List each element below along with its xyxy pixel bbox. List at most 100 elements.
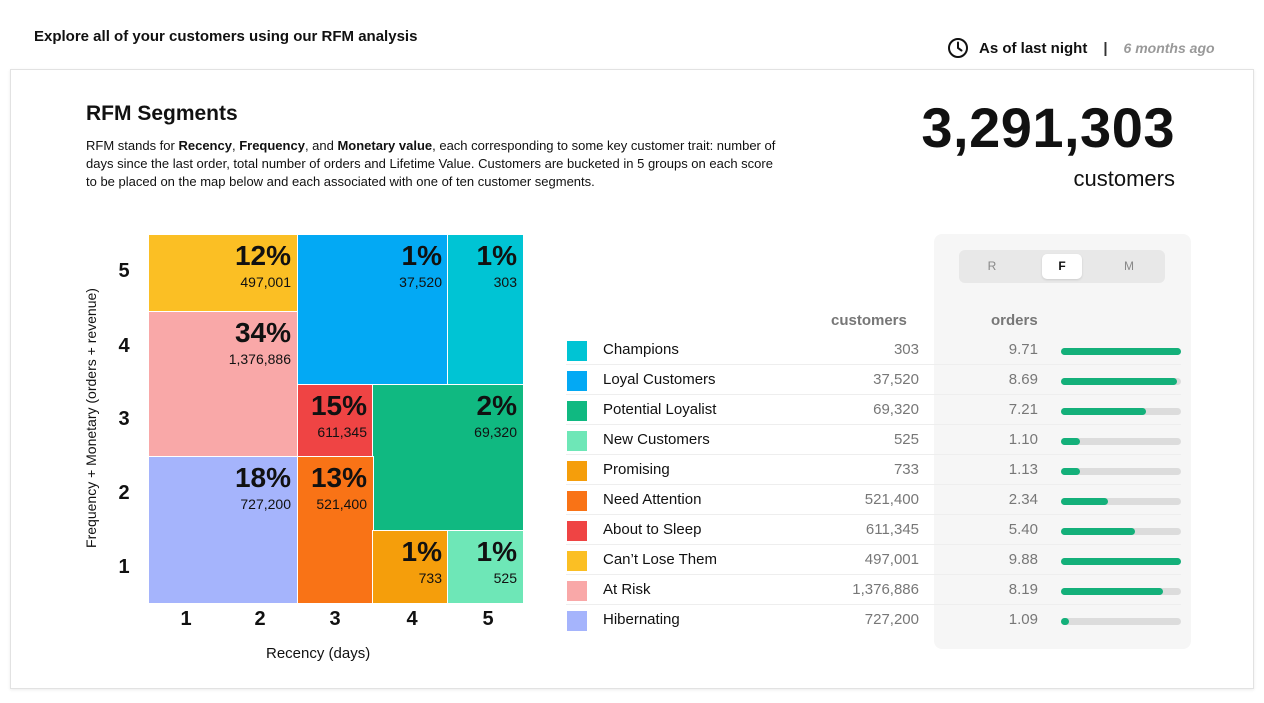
segment-cell-champions[interactable]: 1% 303 [447, 234, 524, 386]
top-bar: Explore all of your customers using our … [0, 0, 1264, 68]
y-axis-label: Frequency + Monetary (orders + revenue) [83, 288, 99, 548]
segment-customers: 1,376,886 [852, 581, 919, 598]
color-swatch [567, 401, 587, 421]
clock-icon [947, 37, 969, 59]
segment-percent: 15% [310, 390, 367, 421]
segment-count: 37,520 [399, 274, 442, 290]
segment-customers: 611,345 [865, 521, 919, 538]
orders-bar-fill [1061, 438, 1081, 445]
legend-row[interactable]: Potential Loyalist 69,320 7.21 [566, 395, 1181, 425]
segment-count: 303 [493, 274, 517, 290]
segment-customers: 733 [893, 461, 919, 478]
legend-row[interactable]: About to Sleep 611,345 5.40 [566, 515, 1181, 545]
separator: | [1103, 39, 1108, 57]
segment-count: 69,320 [474, 424, 517, 440]
orders-bar-fill [1061, 408, 1147, 415]
total-customers: 3,291,303 [921, 96, 1175, 159]
segment-percent: 12% [234, 240, 291, 271]
x-tick: 5 [482, 608, 494, 630]
metric-toggle: R F M [959, 250, 1165, 283]
legend-row[interactable]: Champions 303 9.71 [566, 335, 1181, 365]
x-tick: 1 [180, 608, 192, 630]
segment-orders: 1.10 [1008, 431, 1038, 448]
orders-bar-track [1061, 498, 1181, 505]
segment-percent: 18% [234, 462, 291, 493]
segment-customers: 525 [893, 431, 919, 448]
segment-name: Loyal Customers [603, 371, 716, 388]
x-tick: 2 [254, 608, 266, 630]
segment-count: 727,200 [240, 496, 291, 512]
segment-count: 525 [493, 570, 517, 586]
column-header-customers: customers [831, 312, 907, 329]
segment-cell-potential-loyalist[interactable]: 2% 69,320 [372, 384, 524, 532]
segment-cell-hibernating[interactable]: 18% 727,200 [148, 456, 298, 604]
segment-cell-cant-lose-them[interactable]: 12% 497,001 [148, 234, 298, 313]
segment-percent: 13% [310, 462, 367, 493]
segment-orders: 8.69 [1008, 371, 1038, 388]
segment-count: 521,400 [316, 496, 367, 512]
segment-orders: 9.88 [1008, 551, 1038, 568]
orders-bar-track [1061, 408, 1181, 415]
orders-bar-fill [1061, 588, 1163, 595]
y-tick: 2 [118, 482, 130, 504]
segment-percent: 1% [476, 240, 517, 271]
segment-cell-new-customers[interactable]: 1% 525 [447, 530, 524, 604]
segment-percent: 1% [401, 536, 442, 567]
segment-count: 1,376,886 [228, 351, 291, 367]
segment-percent: 34% [234, 317, 291, 348]
segment-orders: 5.40 [1008, 521, 1038, 538]
segment-name: About to Sleep [603, 521, 702, 538]
segment-name: Can’t Lose Them [603, 551, 717, 568]
segment-cell-need-attention[interactable]: 13% 521,400 [297, 456, 374, 604]
segment-customers: 497,001 [864, 551, 919, 568]
segment-percent: 1% [401, 240, 442, 271]
segment-cell-at-risk[interactable]: 34% 1,376,886 [148, 311, 298, 458]
orders-bar-track [1061, 618, 1181, 625]
segment-count: 611,345 [317, 424, 367, 440]
orders-bar-fill [1061, 498, 1108, 505]
segment-percent: 2% [476, 390, 517, 421]
segment-customers: 727,200 [864, 611, 919, 628]
color-swatch [567, 371, 587, 391]
segment-cell-about-to-sleep[interactable]: 15% 611,345 [297, 384, 374, 458]
segment-name: Need Attention [603, 491, 702, 508]
as-of-label: As of last night [979, 39, 1088, 57]
segment-percent: 1% [476, 536, 517, 567]
toggle-monetary[interactable]: M [1124, 259, 1134, 273]
orders-bar-track [1061, 468, 1181, 475]
total-customers-label: customers [1073, 166, 1175, 191]
segment-name: Promising [603, 461, 670, 478]
segment-customers: 303 [893, 341, 919, 358]
color-swatch [567, 551, 587, 571]
color-swatch [567, 611, 587, 631]
y-tick: 5 [118, 260, 130, 282]
orders-bar-fill [1061, 378, 1178, 385]
toggle-frequency[interactable]: F [1042, 254, 1082, 279]
legend-row[interactable]: Promising 733 1.13 [566, 455, 1181, 485]
legend-row[interactable]: Loyal Customers 37,520 8.69 [566, 365, 1181, 395]
toggle-recency[interactable]: R [987, 259, 997, 273]
segment-cell-loyal-customers[interactable]: 1% 37,520 [297, 234, 449, 386]
y-tick: 1 [118, 556, 130, 578]
page-title: Explore all of your customers using our … [34, 28, 418, 45]
segment-customers: 69,320 [873, 401, 919, 418]
legend-row[interactable]: New Customers 525 1.10 [566, 425, 1181, 455]
x-tick: 4 [406, 608, 418, 630]
color-swatch [567, 521, 587, 541]
color-swatch [567, 431, 587, 451]
orders-bar-track [1061, 588, 1181, 595]
rfm-card: RFM Segments RFM stands for Recency, Fre… [10, 69, 1254, 689]
color-swatch [567, 341, 587, 361]
section-description: RFM stands for Recency, Frequency, and M… [86, 138, 776, 189]
segment-cell-promising[interactable]: 1% 733 [372, 530, 449, 604]
section-title: RFM Segments [86, 102, 238, 125]
legend-row[interactable]: Need Attention 521,400 2.34 [566, 485, 1181, 515]
column-header-orders: orders [991, 312, 1038, 329]
legend-row[interactable]: At Risk 1,376,886 8.19 [566, 575, 1181, 605]
segment-customers: 37,520 [873, 371, 919, 388]
y-tick: 4 [118, 335, 130, 357]
orders-bar-track [1061, 378, 1181, 385]
orders-bar-track [1061, 348, 1181, 355]
legend-row[interactable]: Hibernating 727,200 1.09 [566, 605, 1181, 635]
legend-row[interactable]: Can’t Lose Them 497,001 9.88 [566, 545, 1181, 575]
